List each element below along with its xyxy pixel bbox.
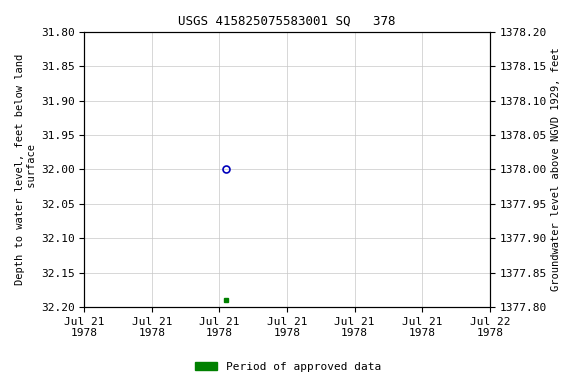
Legend: Period of approved data: Period of approved data	[191, 358, 385, 377]
Title: USGS 415825075583001 SQ   378: USGS 415825075583001 SQ 378	[179, 15, 396, 28]
Y-axis label: Groundwater level above NGVD 1929, feet: Groundwater level above NGVD 1929, feet	[551, 48, 561, 291]
Y-axis label: Depth to water level, feet below land
 surface: Depth to water level, feet below land su…	[15, 54, 37, 285]
